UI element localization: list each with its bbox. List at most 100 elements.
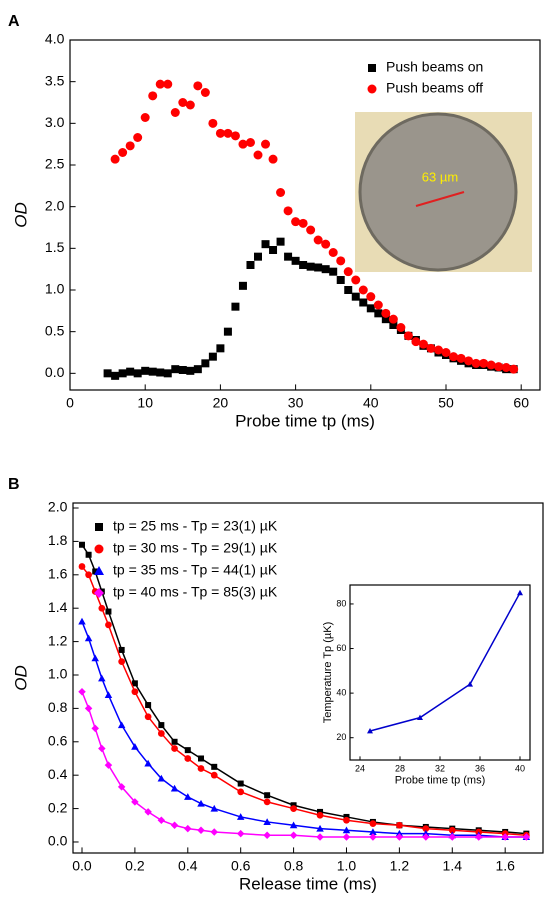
x-tick-label: 0.6 [231, 858, 251, 874]
marker [133, 369, 142, 378]
marker [230, 131, 240, 141]
marker [389, 321, 398, 329]
marker [422, 833, 430, 841]
x-tick-label: 1.0 [337, 858, 357, 874]
marker [118, 646, 125, 653]
marker [105, 608, 112, 615]
marker [276, 188, 286, 197]
marker [246, 261, 255, 269]
marker [91, 724, 99, 733]
marker [467, 681, 473, 687]
x-tick-label: 32 [435, 763, 445, 773]
marker [299, 261, 308, 269]
marker [85, 571, 92, 579]
marker [201, 359, 210, 368]
marker [316, 833, 324, 841]
y-tick-label: 0.2 [48, 799, 68, 815]
x-tick-label: 40 [515, 763, 525, 773]
marker [471, 358, 481, 368]
marker [329, 267, 338, 276]
y-tick-label: 0.0 [48, 833, 68, 849]
y-tick-label: 1.6 [48, 566, 68, 582]
marker [342, 826, 351, 834]
marker [344, 286, 353, 294]
marker [396, 323, 406, 332]
marker [236, 829, 245, 838]
marker [223, 327, 232, 336]
marker [245, 138, 255, 147]
marker [261, 139, 271, 149]
marker [263, 818, 271, 825]
legend-marker [367, 84, 377, 94]
marker [366, 304, 375, 313]
marker [369, 833, 377, 841]
x-tick-label: 60 [513, 395, 529, 411]
marker [208, 118, 218, 128]
marker [126, 367, 135, 376]
legend-label: tp = 40 ms - Tp = 85(3) µK [113, 584, 278, 600]
y-tick-label: 4.0 [45, 31, 65, 47]
marker [517, 589, 523, 596]
marker [289, 821, 298, 829]
marker [289, 831, 298, 840]
marker [261, 240, 270, 249]
marker [131, 680, 138, 687]
marker [366, 292, 376, 302]
marker [417, 714, 423, 721]
marker [291, 217, 301, 227]
marker [85, 551, 92, 558]
marker [283, 206, 293, 216]
marker [369, 820, 377, 827]
marker [321, 265, 330, 274]
inset-annotation: 63 µm [422, 169, 458, 184]
x-tick-label: 0.0 [72, 858, 92, 874]
marker [200, 88, 210, 97]
legend-label: Push beams on [386, 59, 483, 75]
marker [336, 256, 346, 266]
marker [157, 816, 166, 825]
x-tick-label: 0.8 [284, 858, 304, 874]
marker [359, 298, 368, 307]
marker [237, 788, 245, 796]
marker [474, 833, 483, 841]
x-axis-label: Probe time tp (ms) [235, 412, 375, 431]
marker [342, 833, 351, 841]
marker [268, 154, 278, 164]
marker [253, 150, 263, 160]
marker [208, 352, 217, 361]
marker [84, 704, 93, 713]
legend-marker [94, 544, 104, 554]
marker [284, 252, 293, 261]
x-tick-label: 36 [475, 763, 485, 773]
marker [98, 604, 106, 612]
plot-frame [72, 502, 544, 854]
y-tick-label: 2.0 [45, 197, 65, 213]
marker [92, 568, 99, 575]
marker [158, 722, 165, 729]
marker [238, 139, 248, 149]
y-tick-label: 1.0 [45, 281, 65, 297]
marker [395, 833, 404, 841]
marker [171, 738, 178, 745]
marker [411, 337, 421, 347]
y-tick-label: 0.0 [45, 364, 65, 380]
x-tick-label: 1.2 [390, 858, 410, 874]
y-tick-label: 1.4 [48, 599, 68, 615]
marker [263, 798, 271, 806]
marker [336, 276, 345, 284]
marker [351, 292, 360, 301]
marker [178, 366, 187, 374]
marker [501, 363, 511, 372]
marker [422, 825, 430, 832]
marker [98, 744, 106, 753]
legend-marker [94, 566, 104, 575]
marker [509, 364, 519, 374]
marker [269, 246, 278, 254]
marker [111, 371, 120, 380]
marker [98, 674, 106, 682]
marker [381, 315, 390, 324]
marker [237, 780, 244, 787]
marker [170, 821, 179, 830]
x-tick-label: 1.6 [495, 858, 515, 874]
